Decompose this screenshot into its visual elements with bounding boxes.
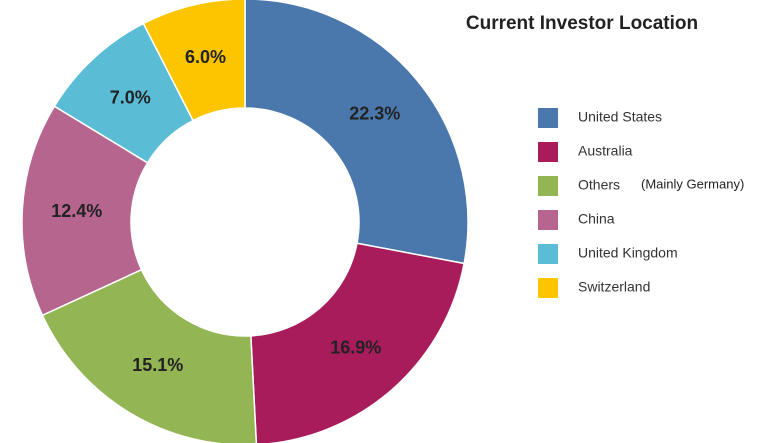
- legend-swatch: [538, 108, 558, 128]
- annotation: (Mainly Germany): [641, 176, 744, 191]
- slice-label: 7.0%: [110, 87, 151, 107]
- legend-text: Others: [578, 177, 620, 193]
- slice-label: 22.3%: [349, 103, 400, 123]
- legend-swatch: [538, 278, 558, 298]
- legend-swatch: [538, 244, 558, 264]
- slice: [142, 0, 246, 122]
- legend-swatch: [538, 210, 558, 230]
- legend-text: Australia: [578, 143, 633, 159]
- chart-title: Current Investor Location: [466, 13, 698, 34]
- slice: [250, 242, 465, 443]
- slice: [21, 105, 149, 317]
- legend-text: China: [578, 211, 615, 227]
- slice: [41, 268, 258, 443]
- slice-label: 15.1%: [132, 355, 183, 375]
- slice: [244, 0, 469, 265]
- legend-swatch: [538, 176, 558, 196]
- legend-text: United Kingdom: [578, 245, 678, 261]
- slice-label: 12.4%: [51, 201, 102, 221]
- legend-text: Switzerland: [578, 279, 650, 295]
- legend-text: United States: [578, 109, 662, 125]
- slice-label: 16.9%: [330, 338, 381, 358]
- slice-label: 6.0%: [185, 47, 226, 67]
- legend-swatch: [538, 142, 558, 162]
